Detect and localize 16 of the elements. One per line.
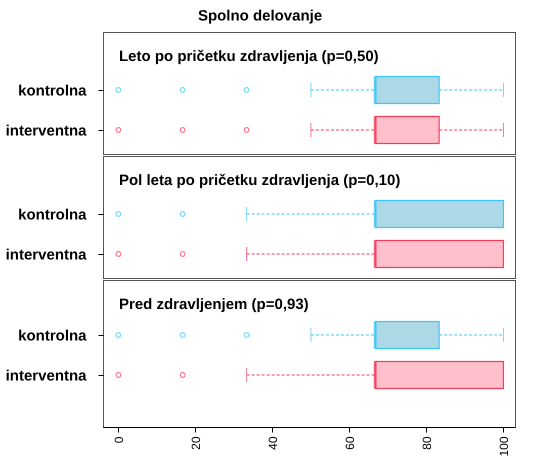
x-tick-label: 100 <box>496 436 511 457</box>
annotation: Leto po pričetku zdravljenja (p=0,50) <box>119 48 379 65</box>
y-tick-label: interventna <box>6 368 88 384</box>
y-tick-label: interventna <box>6 122 88 140</box>
annotation: Pred zdravljenjem (p=0,93) <box>119 296 309 313</box>
x-tick-label: 40 <box>266 436 280 450</box>
chart-title: Spolno delovanje <box>198 8 322 24</box>
annotation: Pol leta po pričetku zdravljenja (p=0,10) <box>119 172 400 189</box>
x-tick-label: 0 <box>112 436 126 444</box>
y-tick-label: kontrolna <box>18 206 88 224</box>
y-tick-label: kontrolna <box>18 328 88 344</box>
x-tick-label: 80 <box>420 436 434 450</box>
x-tick-label: 60 <box>342 436 357 450</box>
y-tick-label: kontrolna <box>18 82 88 100</box>
x-tick-label: 20 <box>188 436 203 450</box>
y-tick-label: interventna <box>6 246 88 264</box>
